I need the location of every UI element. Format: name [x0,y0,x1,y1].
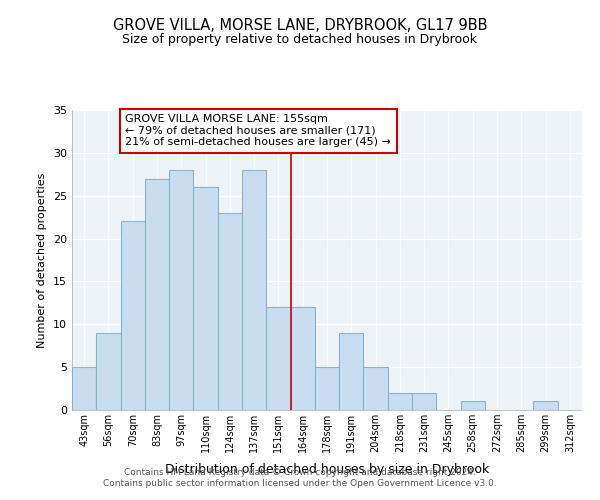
Bar [266,307,290,410]
Text: Size of property relative to detached houses in Drybrook: Size of property relative to detached ho… [122,32,478,46]
Bar [242,170,266,410]
Text: Contains HM Land Registry data © Crown copyright and database right 2024.
Contai: Contains HM Land Registry data © Crown c… [103,468,497,487]
Text: GROVE VILLA, MORSE LANE, DRYBROOK, GL17 9BB: GROVE VILLA, MORSE LANE, DRYBROOK, GL17 … [113,18,487,32]
Bar [72,367,96,410]
Bar [339,333,364,410]
Bar [145,178,169,410]
Bar [461,402,485,410]
Bar [533,402,558,410]
Bar [290,307,315,410]
Y-axis label: Number of detached properties: Number of detached properties [37,172,47,348]
Bar [218,213,242,410]
X-axis label: Distribution of detached houses by size in Drybrook: Distribution of detached houses by size … [165,464,489,476]
Bar [96,333,121,410]
Bar [315,367,339,410]
Bar [193,187,218,410]
Bar [388,393,412,410]
Text: GROVE VILLA MORSE LANE: 155sqm
← 79% of detached houses are smaller (171)
21% of: GROVE VILLA MORSE LANE: 155sqm ← 79% of … [125,114,391,148]
Bar [121,222,145,410]
Bar [364,367,388,410]
Bar [169,170,193,410]
Bar [412,393,436,410]
